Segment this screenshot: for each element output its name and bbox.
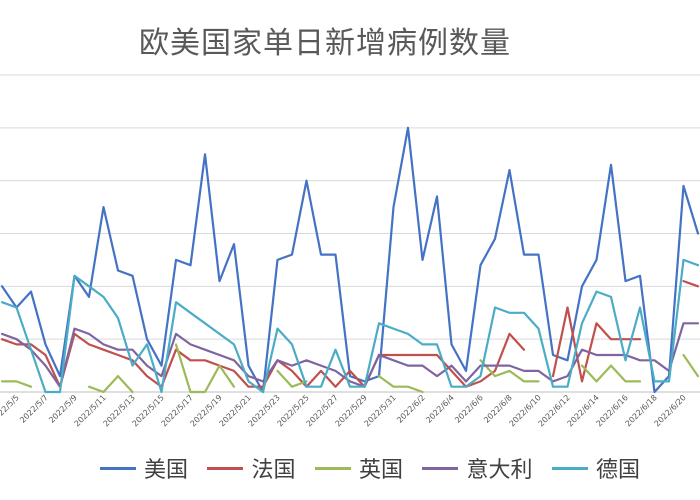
legend-item: 英国	[314, 452, 403, 484]
legend-swatch	[551, 466, 588, 470]
legend-item: 美国	[100, 452, 188, 484]
series-line-2	[0, 343, 700, 394]
x-tick-label: 2022/5/7	[18, 393, 50, 425]
series-line-3	[0, 322, 700, 388]
x-tick-label: 2022/6/4	[424, 393, 456, 425]
legend-label: 德国	[595, 458, 640, 483]
series-line-4	[0, 258, 700, 394]
x-tick-label: 2022/5/5	[0, 393, 21, 425]
x-tick-label: 2022/6/2	[395, 393, 427, 425]
series-line-1	[0, 280, 700, 388]
legend-label: 法国	[251, 458, 296, 483]
chart-title: 欧美国家单日新增病例数量	[139, 26, 511, 61]
legend: 美国 法国 英国 意大利 德国	[100, 452, 640, 484]
legend-swatch	[422, 466, 459, 470]
legend-swatch	[100, 466, 136, 470]
legend-label: 英国	[358, 458, 403, 483]
legend-swatch	[207, 466, 244, 470]
legend-swatch	[314, 466, 351, 470]
x-tick-label: 2022/6/6	[453, 393, 485, 425]
legend-label: 美国	[144, 458, 189, 483]
legend-item: 意大利	[422, 452, 532, 484]
legend-item: 德国	[551, 452, 640, 484]
legend-item: 法国	[207, 452, 296, 484]
series-line-0	[0, 126, 700, 394]
legend-label: 意大利	[466, 458, 533, 483]
